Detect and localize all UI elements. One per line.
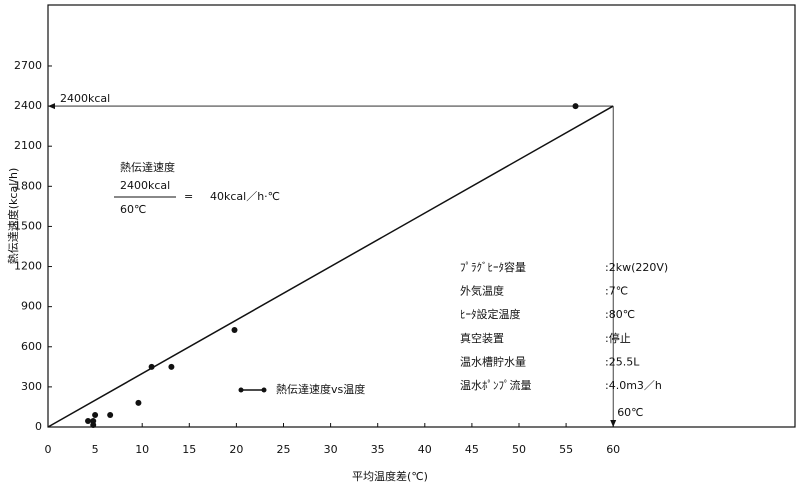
x-tick-label: 30 <box>324 443 338 456</box>
y-tick-label: 300 <box>21 380 42 393</box>
spec-value: :80℃ <box>605 308 635 321</box>
spec-label: ﾌﾟﾗｸﾞﾋｰﾀ容量 <box>460 260 526 274</box>
spec-label: 真空装置 <box>460 331 504 345</box>
data-point <box>90 421 97 428</box>
spec-value: :4.0m3／h <box>605 379 662 392</box>
y-tick-label: 600 <box>21 340 42 353</box>
arrow-down <box>610 420 617 427</box>
x-tick-label: 25 <box>276 443 290 456</box>
y-tick-label: 900 <box>21 300 42 313</box>
legend-dot <box>261 387 267 393</box>
x-axis-label: 平均温度差(℃) <box>352 469 428 483</box>
spec-label: 温水槽貯水量 <box>460 355 526 368</box>
x-tick-label: 50 <box>512 443 526 456</box>
y-tick-label: 1200 <box>14 260 42 273</box>
data-point <box>148 363 155 370</box>
data-point <box>231 327 238 334</box>
formula-title: 熱伝達速度 <box>120 160 175 174</box>
legend-label: 熱伝達速度vs温度 <box>276 382 365 396</box>
formula-result: 40kcal／h·℃ <box>210 190 280 203</box>
x-tick-label: 20 <box>229 443 243 456</box>
spec-label: ﾋｰﾀ設定温度 <box>460 307 521 321</box>
reference-x-label: 60℃ <box>617 406 643 419</box>
x-tick-label: 0 <box>45 443 52 456</box>
arrow-left <box>48 103 55 110</box>
data-point <box>572 103 579 110</box>
data-point <box>168 363 175 370</box>
formula-numerator: 2400kcal <box>120 179 170 192</box>
y-tick-label: 0 <box>35 420 42 433</box>
spec-value: :停止 <box>605 331 631 345</box>
legend-dot <box>238 387 244 393</box>
y-axis-label: 熱伝達速度(kcal/h) <box>6 168 20 264</box>
data-point <box>85 417 92 424</box>
x-tick-label: 60 <box>606 443 620 456</box>
formula-equals: = <box>184 190 193 203</box>
spec-value: :7℃ <box>605 285 628 298</box>
y-tick-label: 1800 <box>14 179 42 192</box>
data-point <box>92 411 99 418</box>
data-point <box>135 399 142 406</box>
spec-value: :25.5L <box>605 355 640 368</box>
spec-label: 温水ﾎﾟﾝﾌﾟ流量 <box>460 378 532 392</box>
y-tick-label: 2400 <box>14 99 42 112</box>
x-tick-label: 45 <box>465 443 479 456</box>
reference-y-label: 2400kcal <box>60 92 110 105</box>
data-point <box>107 411 114 418</box>
x-tick-label: 55 <box>559 443 573 456</box>
x-tick-label: 10 <box>135 443 149 456</box>
spec-value: :2kw(220V) <box>605 261 668 274</box>
y-tick-label: 1500 <box>14 219 42 232</box>
x-tick-label: 40 <box>418 443 432 456</box>
y-tick-label: 2100 <box>14 139 42 152</box>
fit-line <box>47 105 614 428</box>
x-tick-label: 15 <box>182 443 196 456</box>
x-tick-label: 5 <box>92 443 99 456</box>
spec-label: 外気温度 <box>460 284 504 298</box>
y-tick-label: 2700 <box>14 59 42 72</box>
x-tick-label: 35 <box>371 443 385 456</box>
formula-denominator: 60℃ <box>120 203 146 216</box>
plot-frame <box>47 4 796 428</box>
